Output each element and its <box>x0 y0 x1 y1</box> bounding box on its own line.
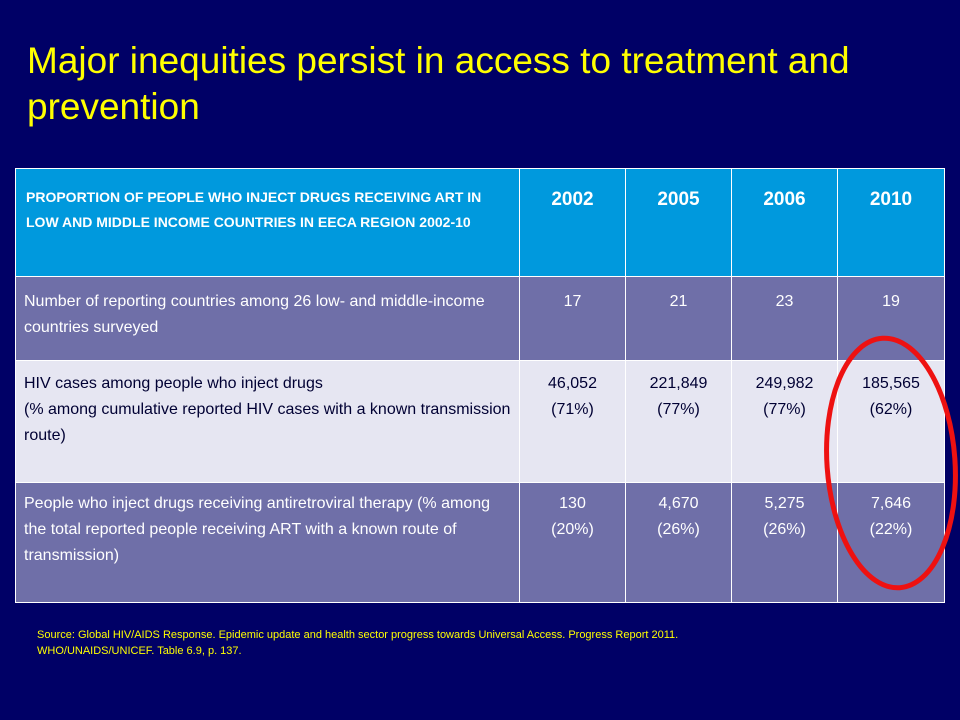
cell-percent: (22%) <box>869 521 913 538</box>
table-row: HIV cases among people who inject drugs … <box>15 360 945 483</box>
cell-number: 7,646 <box>870 495 912 512</box>
cell-value: 46,052 (71%) <box>519 360 626 483</box>
cell-percent: (20%) <box>551 521 594 538</box>
cell-value: 21 <box>625 276 732 361</box>
slide-title: Major inequities persist in access to tr… <box>27 40 850 127</box>
cell-number: 4,670 <box>658 495 699 512</box>
cell-value: 7,646 (22%) <box>837 482 945 603</box>
row-label-hiv-cases: HIV cases among people who inject drugs … <box>15 360 520 483</box>
cell-value: 4,670 (26%) <box>625 482 732 603</box>
cell-number: 249,982 <box>755 375 814 392</box>
row-label-art-receiving: People who inject drugs receiving antire… <box>15 482 520 603</box>
cell-value: 221,849 (77%) <box>625 360 732 483</box>
year-header-2006: 2006 <box>731 168 838 277</box>
cell-percent: (71%) <box>551 401 594 418</box>
row-label-line: (% among cumulative reported HIV cases w… <box>24 401 511 444</box>
cell-value: 185,565 (62%) <box>837 360 945 483</box>
cell-percent: (77%) <box>657 401 700 418</box>
cell-value: 19 <box>837 276 945 361</box>
cell-value: 23 <box>731 276 838 361</box>
cell-number: 221,849 <box>649 375 708 392</box>
cell-number: 5,275 <box>764 495 805 512</box>
table-header-label: PROPORTION OF PEOPLE WHO INJECT DRUGS RE… <box>15 168 520 277</box>
source-line: WHO/UNAIDS/UNICEF. Table 6.9, p. 137. <box>37 645 242 657</box>
cell-percent: (26%) <box>763 521 806 538</box>
year-header-2005: 2005 <box>625 168 732 277</box>
cell-number: 46,052 <box>548 375 597 392</box>
data-table: PROPORTION OF PEOPLE WHO INJECT DRUGS RE… <box>15 168 945 603</box>
source-line: Source: Global HIV/AIDS Response. Epidem… <box>37 629 679 641</box>
year-header-2010: 2010 <box>837 168 945 277</box>
cell-percent: (62%) <box>869 401 913 418</box>
cell-value: 249,982 (77%) <box>731 360 838 483</box>
cell-percent: (26%) <box>657 521 700 538</box>
source-citation: Source: Global HIV/AIDS Response. Epidem… <box>37 627 917 659</box>
cell-value: 5,275 (26%) <box>731 482 838 603</box>
cell-number: 130 <box>559 495 586 512</box>
table-row: Number of reporting countries among 26 l… <box>15 276 945 361</box>
table-header-row: PROPORTION OF PEOPLE WHO INJECT DRUGS RE… <box>15 168 945 277</box>
row-label-line: HIV cases among people who inject drugs <box>24 375 323 392</box>
cell-value: 17 <box>519 276 626 361</box>
row-label-reporting-countries: Number of reporting countries among 26 l… <box>15 276 520 361</box>
cell-number: 185,565 <box>862 375 920 392</box>
cell-value: 130 (20%) <box>519 482 626 603</box>
cell-percent: (77%) <box>763 401 806 418</box>
table-row: People who inject drugs receiving antire… <box>15 482 945 603</box>
year-header-2002: 2002 <box>519 168 626 277</box>
